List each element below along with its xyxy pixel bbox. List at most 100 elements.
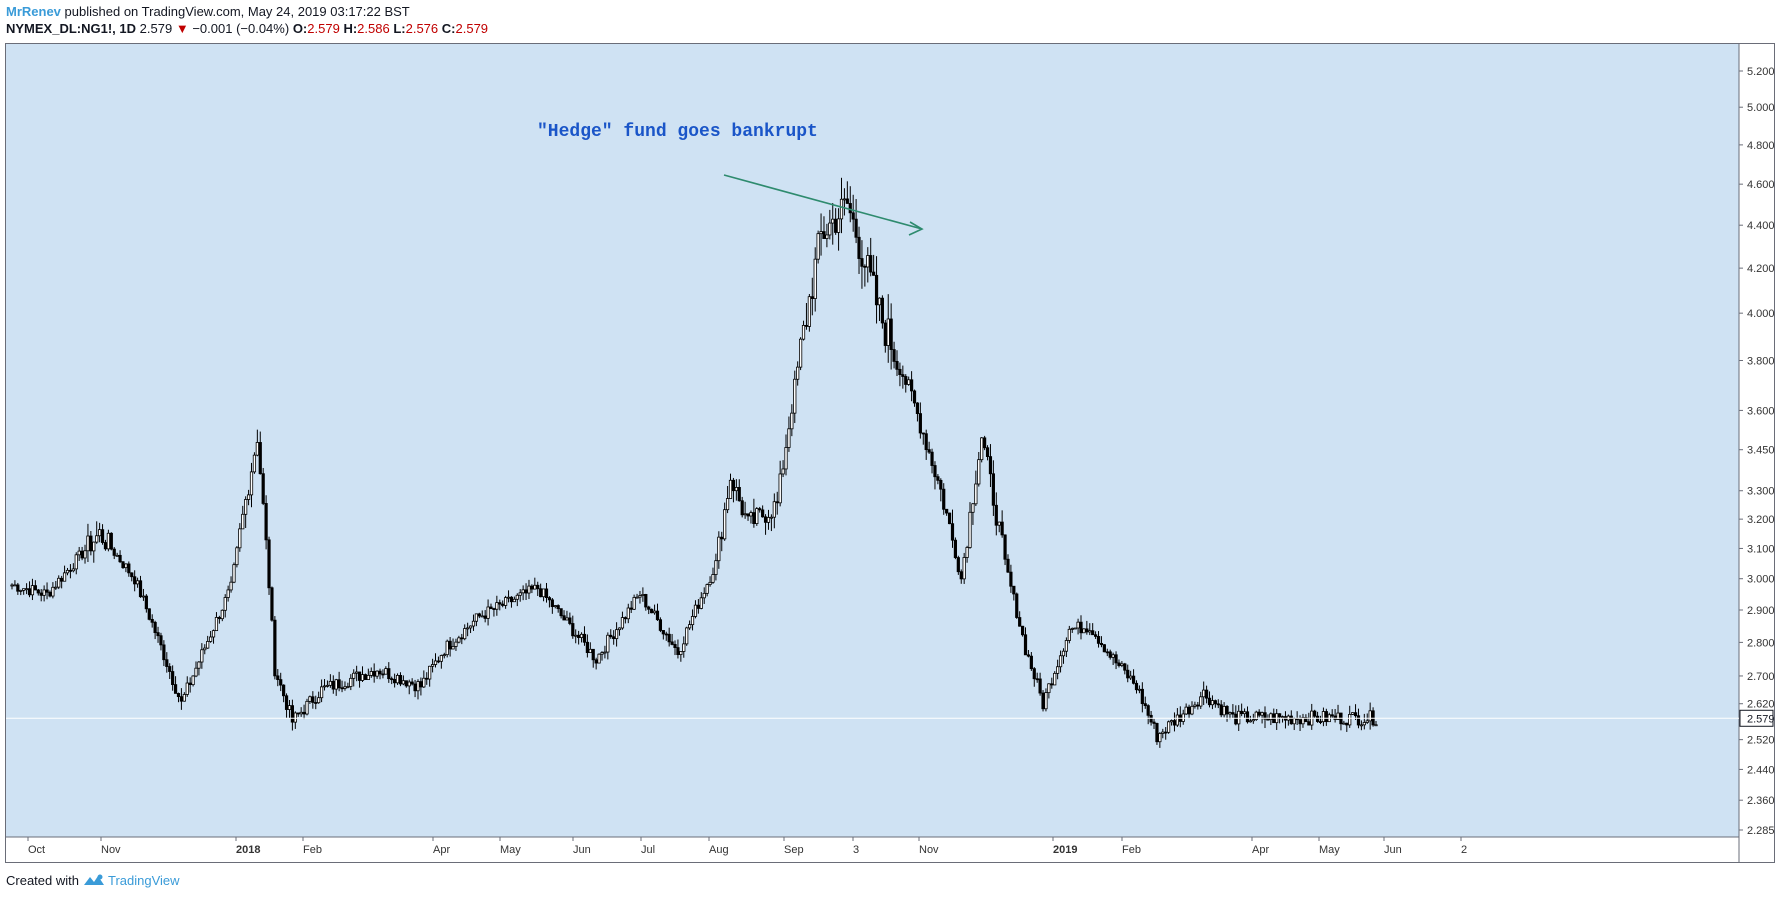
candle-body bbox=[641, 594, 645, 596]
candle-body bbox=[1289, 715, 1293, 725]
candle-body bbox=[419, 681, 423, 688]
y-tick-label: 4.600 bbox=[1747, 179, 1774, 191]
candle-body bbox=[42, 589, 46, 596]
candle-body bbox=[1114, 654, 1118, 664]
candle-body bbox=[652, 610, 657, 614]
candle-body bbox=[723, 509, 727, 540]
tradingview-brand-link[interactable]: TradingView bbox=[108, 873, 180, 888]
x-tick-label: Nov bbox=[919, 844, 939, 856]
candle-body bbox=[974, 483, 978, 505]
candle-body bbox=[133, 576, 137, 585]
candle-body bbox=[1362, 722, 1366, 726]
candle-body bbox=[320, 686, 324, 699]
candle-body bbox=[65, 569, 70, 574]
candle-body bbox=[357, 671, 362, 681]
candle-body bbox=[1117, 662, 1121, 666]
candle-body bbox=[775, 501, 779, 504]
candle-body bbox=[959, 571, 963, 580]
candle-body bbox=[1210, 700, 1215, 706]
candle-body bbox=[241, 513, 245, 530]
y-tick-label: 2.900 bbox=[1747, 605, 1774, 617]
candle-body bbox=[103, 542, 108, 550]
candle-body bbox=[489, 606, 493, 609]
candle-body bbox=[985, 447, 990, 457]
candle-body bbox=[872, 271, 876, 276]
candle-body bbox=[839, 198, 844, 220]
candle-body bbox=[258, 442, 262, 475]
symbol-name[interactable]: NYMEX_DL:NG1!, 1D bbox=[6, 21, 137, 36]
candle-body bbox=[994, 504, 998, 526]
candle-body bbox=[834, 218, 838, 233]
candle-body bbox=[506, 596, 511, 599]
candle-body bbox=[609, 634, 613, 638]
candle-body bbox=[311, 696, 315, 703]
candle-body bbox=[1231, 712, 1235, 715]
candle-body bbox=[261, 473, 265, 504]
candle-body bbox=[162, 644, 166, 661]
candle-body bbox=[1053, 672, 1057, 686]
candlestick-chart[interactable]: 5.200 5.000 4.800 4.600 4.400 4.200 4.000 3.800… bbox=[6, 44, 1774, 862]
footer: Created with TradingView bbox=[6, 873, 180, 888]
candle-body bbox=[1143, 703, 1147, 707]
candle-body bbox=[772, 501, 776, 518]
candle-body bbox=[30, 585, 35, 596]
candle-body bbox=[1085, 628, 1089, 633]
candle-body bbox=[635, 596, 639, 599]
candle-body bbox=[1181, 713, 1185, 722]
candle-body bbox=[886, 318, 890, 346]
annotation-text[interactable]: "Hedge" fund goes bankrupt bbox=[537, 122, 818, 142]
candle-body bbox=[825, 234, 829, 239]
x-tick-label: May bbox=[1319, 844, 1340, 856]
candle-body bbox=[1213, 700, 1217, 705]
y-tick-label: 2.700 bbox=[1747, 671, 1774, 683]
candle-body bbox=[1292, 718, 1296, 725]
candle-body bbox=[1278, 713, 1282, 718]
candle-body bbox=[1298, 719, 1302, 725]
candle-body bbox=[13, 584, 17, 587]
candle-body bbox=[98, 529, 102, 537]
candle-body bbox=[433, 660, 438, 665]
candle-body bbox=[317, 697, 321, 704]
x-tick-label: Jun bbox=[573, 844, 591, 856]
candle-body bbox=[471, 620, 476, 627]
candle-body bbox=[235, 547, 239, 566]
candle-body bbox=[1044, 692, 1048, 710]
candle-body bbox=[579, 633, 584, 638]
candle-body bbox=[1126, 669, 1130, 679]
candle-body bbox=[836, 218, 841, 233]
candle-body bbox=[863, 265, 867, 268]
candle-body bbox=[889, 318, 893, 350]
candle-body bbox=[708, 581, 712, 585]
candle-body bbox=[1251, 719, 1255, 722]
candle-body bbox=[702, 592, 706, 599]
candle-body bbox=[1018, 617, 1022, 627]
candle-body bbox=[1050, 683, 1054, 686]
candle-body bbox=[924, 433, 928, 451]
author-link[interactable]: MrRenev bbox=[6, 4, 61, 19]
candle-body bbox=[892, 349, 896, 362]
annotation-arrow-icon[interactable] bbox=[723, 174, 923, 230]
candle-body bbox=[349, 677, 353, 687]
candle-body bbox=[483, 615, 487, 619]
candle-body bbox=[582, 633, 587, 643]
candle-body bbox=[468, 625, 473, 629]
y-tick-label: 5.000 bbox=[1747, 102, 1774, 114]
chart-frame[interactable]: 5.200 5.000 4.800 4.600 4.400 4.200 4.000 3.800… bbox=[5, 43, 1775, 863]
candle-body bbox=[930, 451, 934, 466]
candle-body bbox=[1184, 706, 1188, 715]
candle-body bbox=[740, 500, 744, 516]
candle-body bbox=[725, 498, 730, 511]
candle-body bbox=[141, 595, 146, 598]
candle-body bbox=[1108, 651, 1112, 658]
candle-body bbox=[460, 637, 464, 640]
candle-body bbox=[89, 535, 93, 552]
price-change: −0.001 (−0.04%) bbox=[192, 21, 290, 36]
candle-body bbox=[398, 675, 403, 685]
candle-body bbox=[27, 588, 32, 596]
candle-body bbox=[369, 671, 373, 676]
candle-body bbox=[1102, 644, 1106, 653]
candle-body bbox=[1330, 714, 1334, 717]
candle-body bbox=[997, 521, 1001, 526]
candle-body bbox=[1263, 712, 1267, 720]
candle-body bbox=[1088, 630, 1092, 633]
